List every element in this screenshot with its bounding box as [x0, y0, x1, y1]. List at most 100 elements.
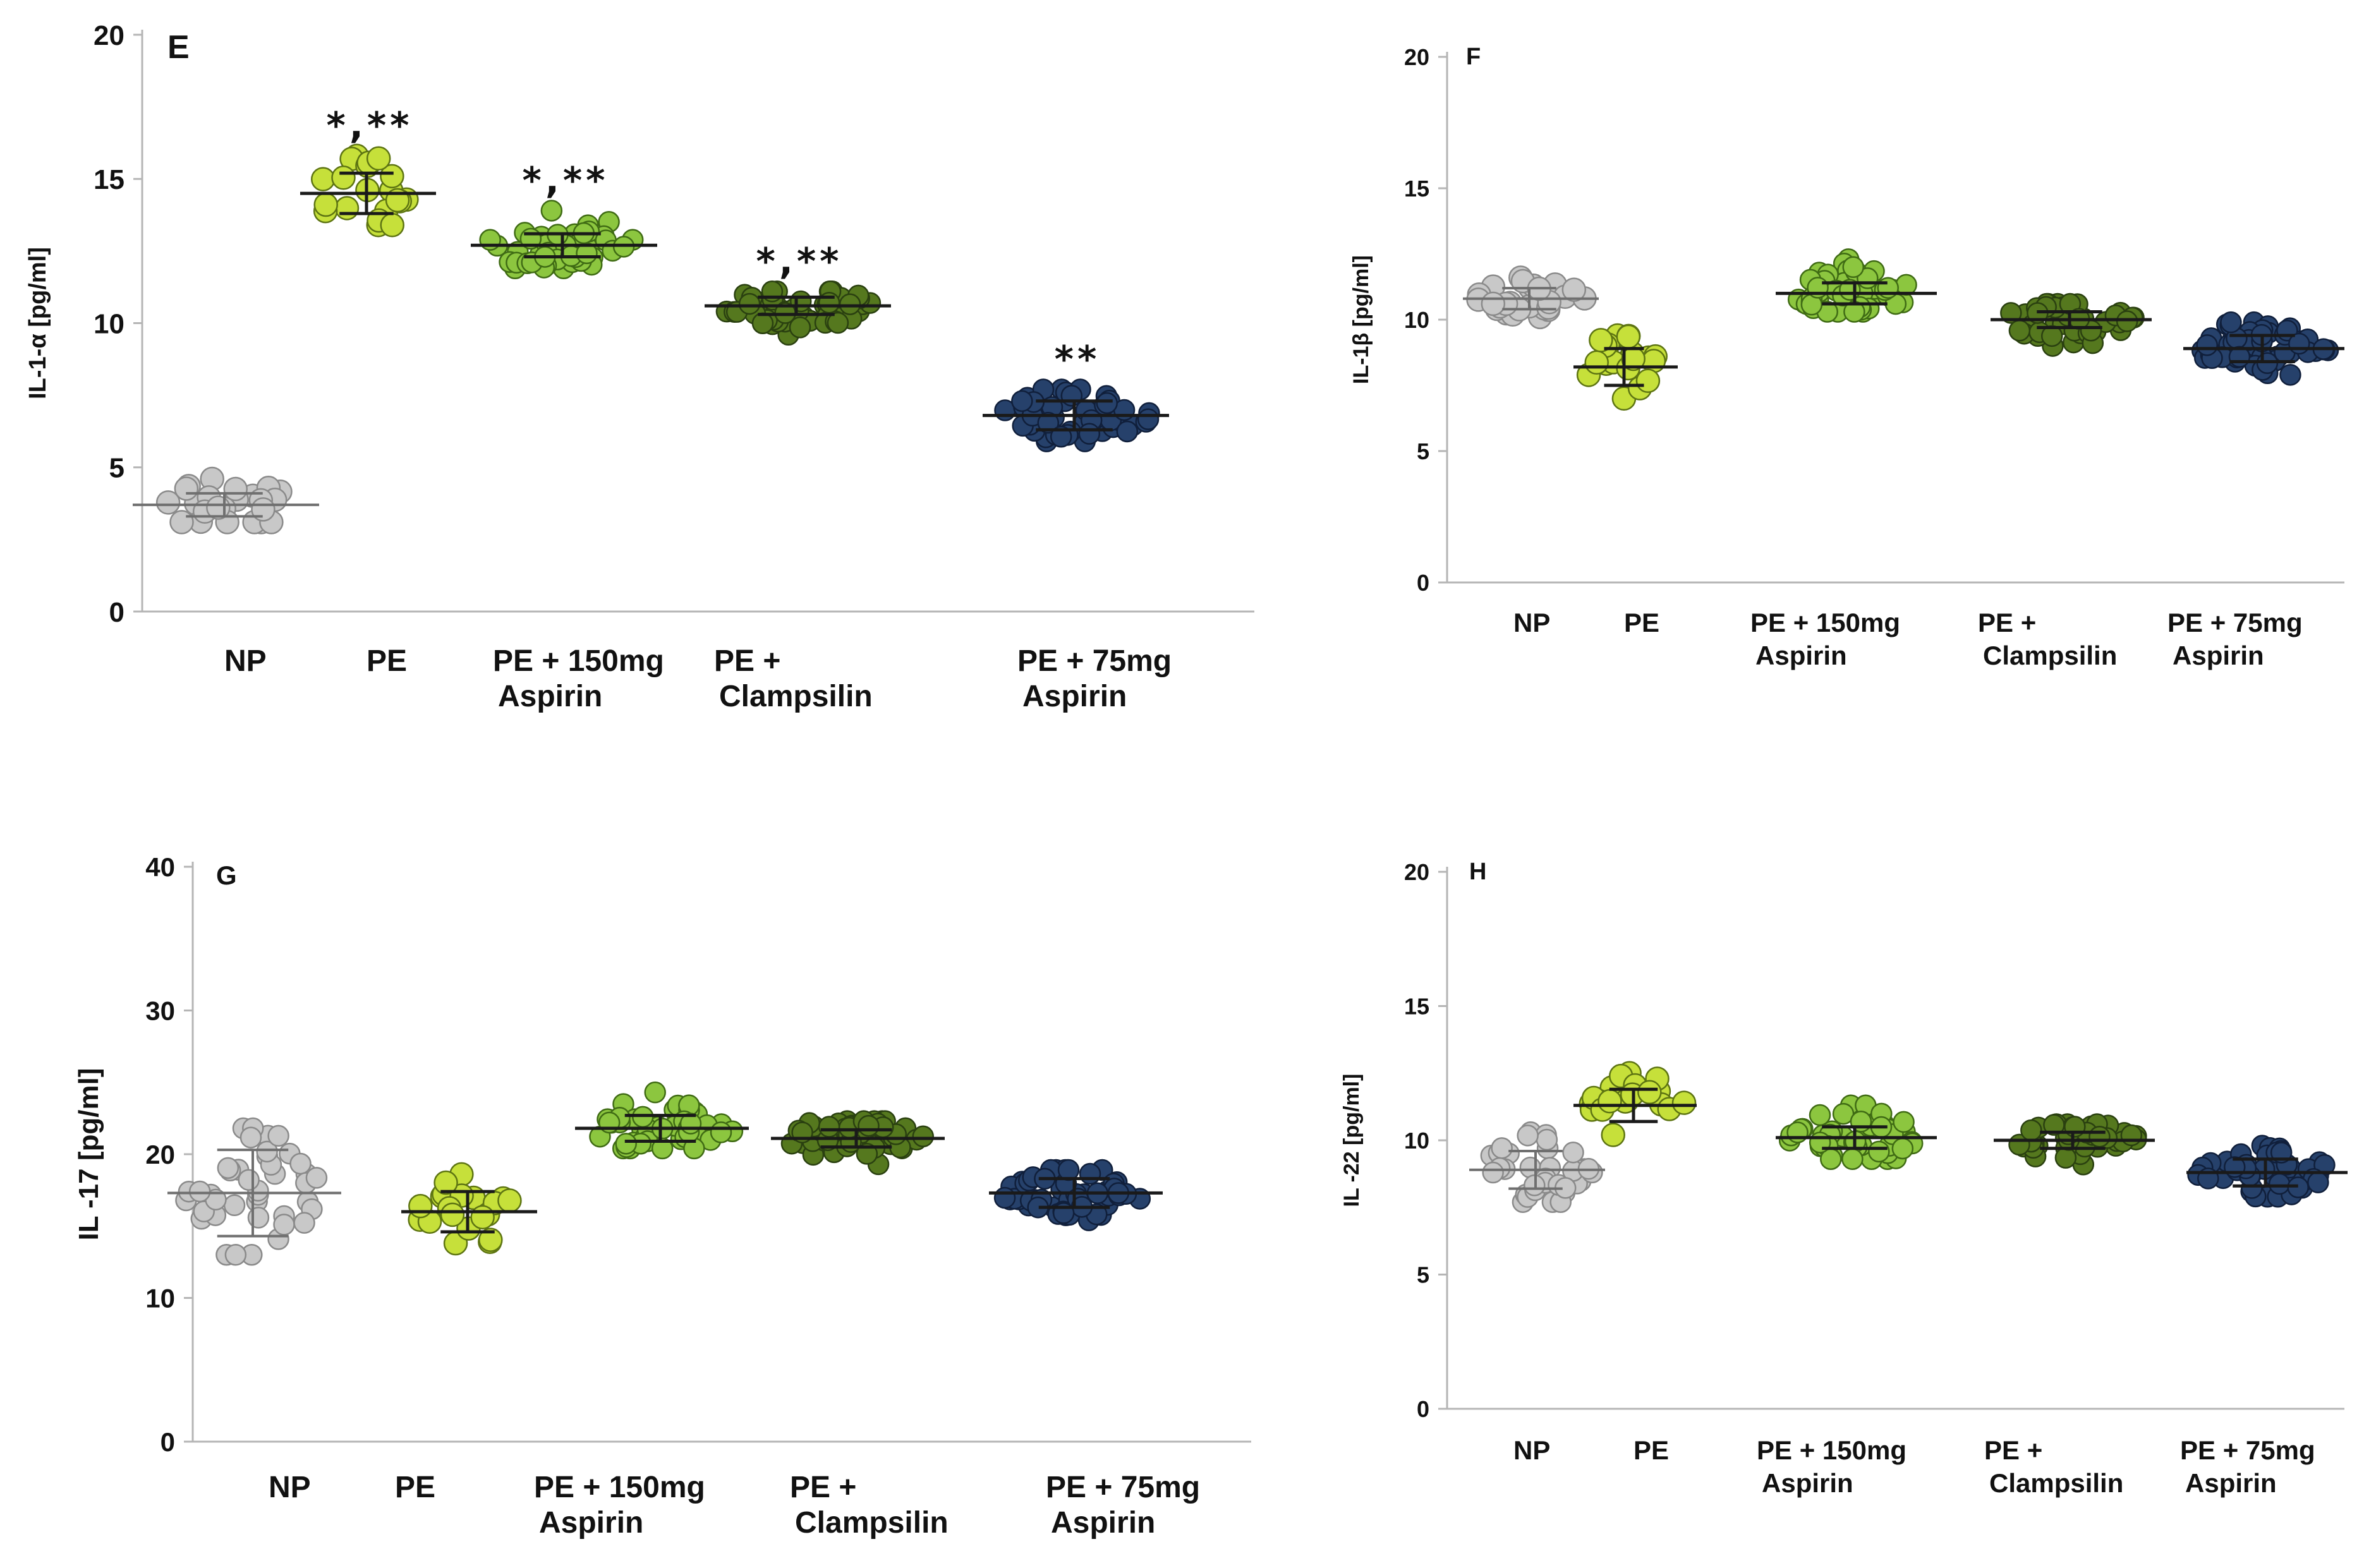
- data-point: [1616, 324, 1641, 349]
- data-point: [380, 213, 404, 238]
- data-series-0: [1469, 1121, 1605, 1213]
- x-category-label-line: NP: [1513, 1435, 1550, 1465]
- data-point: [247, 1207, 270, 1229]
- panel-letter: F: [1466, 44, 1481, 70]
- x-category-label-line: Clampsilin: [1983, 641, 2117, 670]
- x-category-label: PE: [1634, 1435, 1669, 1465]
- y-tick-label: 5: [1417, 1262, 1429, 1288]
- data-point: [1637, 1080, 1662, 1105]
- data-point: [238, 1169, 260, 1191]
- data-point: [818, 1116, 840, 1138]
- data-point: [223, 1194, 246, 1217]
- x-category-label: PE: [395, 1471, 435, 1504]
- x-category-label: PE + Clampsilin: [790, 1471, 949, 1540]
- data-point: [305, 1167, 328, 1189]
- data-point: [223, 476, 248, 502]
- x-category-label: PE + 150mg Aspirin: [1750, 608, 1900, 670]
- data-series-0: [1463, 265, 1599, 330]
- data-series-1: *,**: [300, 104, 436, 238]
- x-category-label: PE + Clampsilin: [1978, 608, 2117, 670]
- x-category-label: PE + 150mg Aspirin: [534, 1471, 705, 1540]
- data-point: [2088, 1125, 2111, 1148]
- data-point: [993, 1186, 1016, 1209]
- data-point: [1116, 420, 1139, 443]
- x-category-label-line: Aspirin: [2185, 1468, 2277, 1498]
- x-category-label-line: Clampsilin: [795, 1506, 949, 1540]
- panel-letter: G: [216, 860, 237, 890]
- data-point: [615, 1133, 637, 1155]
- data-series-0: [167, 1117, 341, 1266]
- data-series-3: [1994, 1113, 2155, 1176]
- data-point: [313, 192, 338, 217]
- data-point: [2000, 302, 2022, 324]
- data-point: [912, 1125, 935, 1148]
- data-point: [2279, 364, 2301, 386]
- x-category-label-line: NP: [269, 1471, 311, 1504]
- data-point: [334, 196, 360, 220]
- significance-label: *,**: [326, 104, 413, 147]
- y-tick-label: 0: [109, 597, 124, 628]
- data-point: [2008, 320, 2031, 342]
- y-tick-label: 20: [145, 1140, 175, 1169]
- data-point: [380, 164, 404, 189]
- data-point: [1786, 1121, 1809, 1143]
- data-point: [273, 1214, 295, 1236]
- data-point: [1096, 392, 1118, 414]
- data-point: [2307, 1171, 2329, 1193]
- data-point: [1891, 1137, 1914, 1160]
- y-tick-label: 10: [94, 308, 124, 339]
- x-category-label-line: PE + 150mg: [1757, 1435, 1906, 1465]
- data-series-4: **: [983, 337, 1169, 452]
- data-point: [2120, 1124, 2143, 1147]
- y-axis-title: IL-1β [pg/ml]: [1349, 255, 1373, 384]
- data-point: [2268, 1173, 2291, 1195]
- y-tick-label: 10: [1404, 1128, 1429, 1154]
- panel-f: 0 5 10 15 20 IL-1β [pg/ml] F NP PE PE + 150mg Aspi…: [1349, 44, 2344, 670]
- x-category-label-line: Aspirin: [1022, 680, 1127, 713]
- data-series-3: *,**: [705, 239, 891, 346]
- data-point: [256, 1140, 278, 1163]
- y-tick-label: 15: [1404, 176, 1429, 202]
- data-point: [433, 1170, 458, 1195]
- x-category-label-line: Clampsilin: [1989, 1468, 2123, 1498]
- data-point: [2020, 1119, 2042, 1142]
- x-category-label: PE + Clampsilin: [1984, 1435, 2123, 1498]
- data-point: [1079, 1162, 1101, 1185]
- data-point: [1597, 1089, 1622, 1114]
- data-point: [1893, 1111, 1915, 1133]
- x-category-label-line: Aspirin: [498, 680, 602, 713]
- data-point: [1841, 1148, 1864, 1170]
- data-point: [1877, 277, 1899, 299]
- data-point: [751, 312, 774, 335]
- x-category-label-line: PE +: [1978, 608, 2036, 637]
- significance-label: **: [1055, 337, 1101, 380]
- x-category-label-line: PE: [367, 644, 407, 678]
- x-category-label-line: NP: [1513, 608, 1550, 637]
- data-point: [1011, 390, 1033, 413]
- x-category-label-line: PE + 75mg: [2167, 608, 2303, 637]
- x-category-label-line: PE + 75mg: [1017, 644, 1172, 678]
- data-point: [540, 200, 563, 222]
- x-category-label: NP: [269, 1471, 311, 1504]
- data-point: [1561, 277, 1587, 302]
- y-tick-label: 0: [1417, 1396, 1429, 1422]
- data-point: [1601, 1123, 1625, 1147]
- data-series-2: [575, 1081, 749, 1160]
- data-point: [1037, 411, 1060, 434]
- x-category-label-line: PE +: [714, 644, 780, 678]
- data-point: [331, 166, 356, 190]
- data-point: [710, 1121, 732, 1143]
- data-point: [1078, 423, 1101, 445]
- data-point: [1562, 1141, 1584, 1164]
- y-tick-label: 0: [161, 1427, 175, 1457]
- data-point: [1809, 1104, 1831, 1126]
- y-axis-title: IL-1-α [pg/ml]: [25, 247, 51, 399]
- x-category-label-line: PE + 150mg: [493, 644, 664, 678]
- data-point: [2220, 311, 2242, 334]
- data-point: [289, 1152, 312, 1175]
- data-point: [644, 1081, 666, 1104]
- data-point: [2054, 1147, 2077, 1169]
- data-point: [1137, 408, 1160, 430]
- data-series-1: [1573, 323, 1678, 411]
